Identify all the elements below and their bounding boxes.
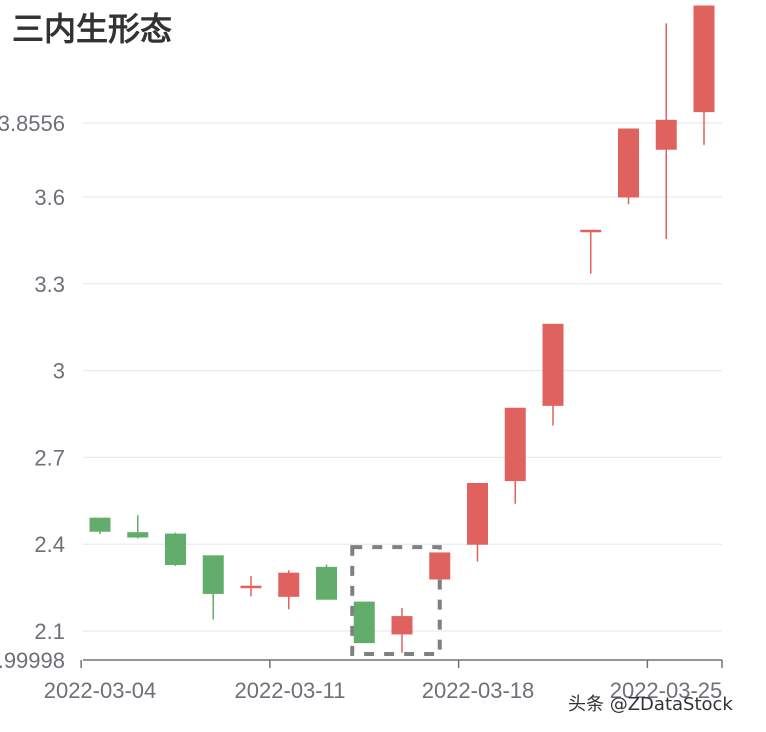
candle [693,5,715,145]
candle-body [353,601,375,644]
candle [127,515,149,539]
candle [504,407,526,504]
candle [391,607,413,653]
candle [429,552,451,580]
candles [89,5,715,653]
y-tick-label: 2.7 [34,445,65,470]
candle [278,570,300,610]
candle [202,555,224,620]
axes: 1.99998 2.1 2.4 2.7 3 3.3 3.6 3.8556 2022-03-04 2… [0,111,723,703]
candle-body [693,5,715,113]
x-tick-label: 2022-03-25 [610,678,723,703]
candle-body [467,482,488,545]
chart-title: 三内生形态 [12,10,172,48]
y-tick-label: 3.6 [34,185,65,210]
y-tick-label: 3 [53,359,65,384]
y-tick-label: 2.4 [34,532,65,557]
candle-body [580,229,602,233]
x-tick-label: 2022-03-04 [44,678,157,703]
x-tick-label: 2022-03-18 [422,678,535,703]
candle [165,532,186,566]
candle-body [429,552,451,580]
y-tick-label: 1.99998 [0,648,65,673]
x-tick-label: 2022-03-11 [235,678,346,703]
y-tick-label: 3.3 [34,272,65,297]
candle-body [618,128,639,198]
highlight-region [350,545,442,656]
candle [467,482,488,562]
candle-body [316,566,337,600]
candle [542,323,564,426]
candle-body [542,323,564,406]
candle-body [504,407,526,482]
candle-body [391,616,413,635]
watermark-text: 头条 @ZDataStock [568,694,733,715]
candle [580,229,602,274]
candle [240,576,262,597]
highlight-box [350,545,442,656]
candle [655,23,677,239]
candle-body [655,119,677,150]
candle-body [202,555,224,594]
y-tick-label: 2.1 [34,619,65,644]
candle [89,517,111,535]
candle-body [127,532,149,538]
candle [353,601,375,644]
candle [316,564,337,600]
grid-lines [83,122,722,632]
y-tick-label: 3.8556 [0,111,65,136]
candle-body [165,533,186,565]
candle-body [89,517,111,532]
candle-body [240,585,262,589]
candle-body [278,572,300,597]
candle [618,128,639,205]
